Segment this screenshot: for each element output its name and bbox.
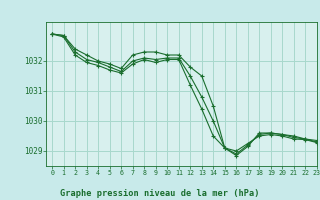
Text: Graphe pression niveau de la mer (hPa): Graphe pression niveau de la mer (hPa) — [60, 189, 260, 198]
